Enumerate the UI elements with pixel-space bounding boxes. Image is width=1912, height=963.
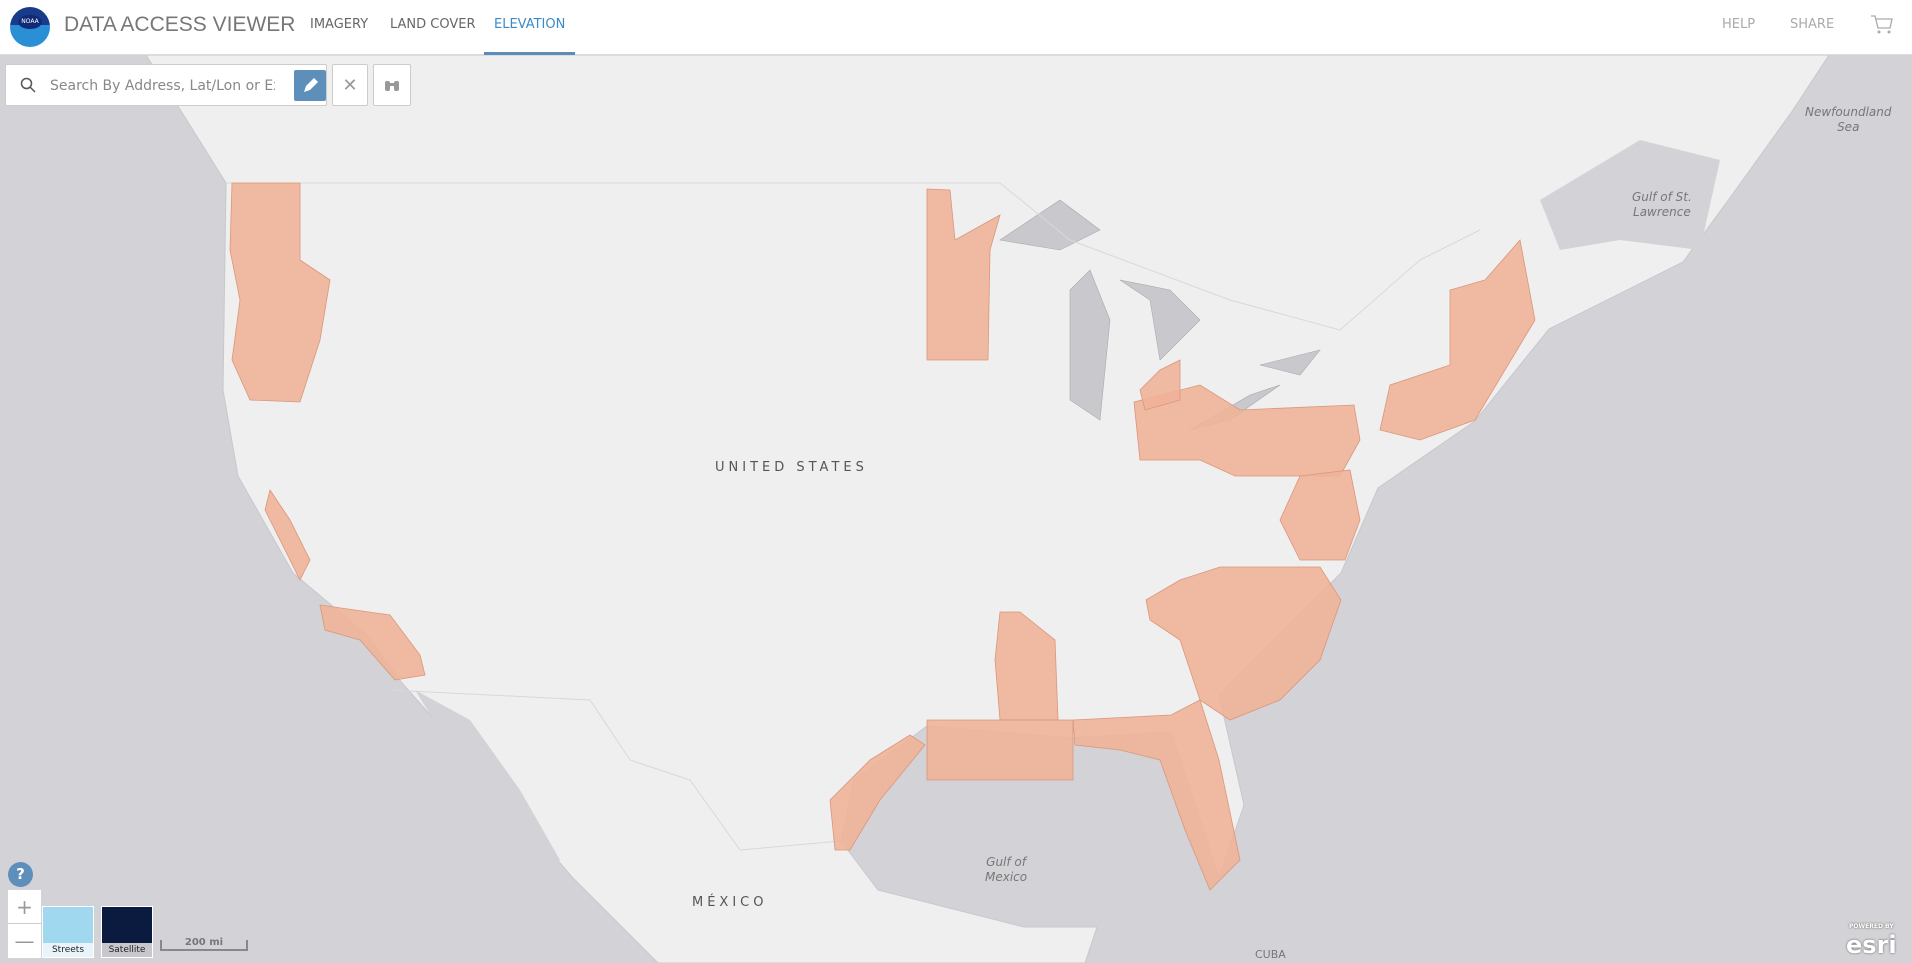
basemap-satellite[interactable]: Satellite [101,906,153,958]
label-mexico: MÉXICO [692,895,768,910]
zoom-in-button[interactable]: + [8,890,41,924]
coverage-ohio-pennsylvania [1133,384,1361,477]
coverage-gulf-coast [926,719,1074,781]
tab-imagery[interactable]: IMAGERY [310,17,369,32]
scale-bar: 200 mi [160,938,248,951]
label-gulf-of-st-lawrence: Gulf of St. Lawrence [1632,190,1692,219]
label-united-states: UNITED STATES [715,460,868,475]
borders [226,182,1481,851]
tab-elevation[interactable]: ELEVATION [484,17,576,55]
coverage-northeast [1379,239,1536,441]
elevation-coverage [229,182,1536,891]
app-header: NOAA DATA ACCESS VIEWER IMAGERY LAND COV… [0,0,1912,55]
tab-land-cover[interactable]: LAND COVER [390,17,476,32]
binoculars-icon [385,81,399,91]
help-button[interactable]: ? [8,862,33,887]
coverage-minnesota [926,188,1001,361]
gulf-of-st-lawrence [1540,140,1720,250]
search-icon [20,77,36,93]
zoom-out-button[interactable]: — [14,929,35,953]
app-title: DATA ACCESS VIEWER [64,13,296,36]
find-button[interactable] [373,64,411,106]
esri-logo: POWERED BY esri [1846,923,1897,959]
coverage-florida [1072,699,1241,891]
draw-extent-button[interactable] [294,70,326,101]
coverage-socal [319,604,426,681]
zoom-control: + — [8,890,41,958]
clear-button[interactable]: ✕ [332,64,368,106]
cart-icon[interactable] [1870,14,1894,36]
coverage-california [264,489,311,581]
noaa-logo[interactable]: NOAA [10,7,50,47]
pencil-icon [304,78,318,92]
basemap [145,55,1830,963]
basemap-streets[interactable]: Streets [42,906,94,958]
coverage-texas-coast [829,734,926,851]
help-link[interactable]: HELP [1722,17,1756,32]
coverage-southeast [1145,566,1342,721]
label-cuba: CUBA [1255,948,1286,961]
search-input[interactable] [50,74,275,98]
coverage-michigan [1139,359,1181,411]
gulf-of-california [415,690,560,870]
search-bar [5,64,327,106]
coverage-pacific-northwest [229,182,331,403]
coverage-mid-atlantic [1279,469,1361,561]
label-newfoundland-sea: Newfoundland Sea [1805,105,1892,134]
map-view[interactable]: UNITED STATES MÉXICO Gulf of Mexico CUBA … [0,55,1912,963]
share-link[interactable]: SHARE [1790,17,1835,32]
label-gulf-of-mexico: Gulf of Mexico [985,855,1028,884]
close-icon: ✕ [342,74,358,96]
